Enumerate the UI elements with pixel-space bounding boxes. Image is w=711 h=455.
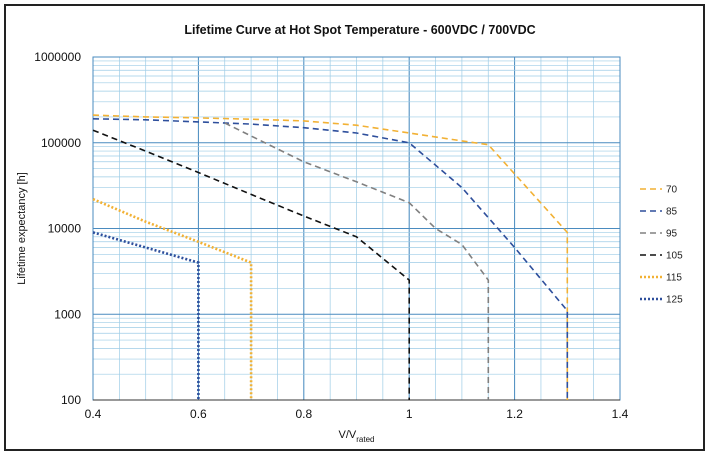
y-tick-labels: 100 1000 10000 100000 1000000: [34, 50, 81, 407]
legend-label-115: 115: [666, 273, 682, 284]
x-axis-label-sub: rated: [356, 435, 374, 444]
y-axis-label: Lifetime expectancy [h]: [16, 172, 28, 285]
chart-frame: [4, 4, 705, 451]
series-line-85: [92, 118, 569, 400]
grid: [92, 56, 621, 401]
legend-label-125: 125: [666, 295, 683, 306]
legend-label-85: 85: [666, 207, 678, 218]
chart-title: Lifetime Curve at Hot Spot Temperature -…: [184, 23, 535, 37]
x-tick-label: 1.4: [612, 407, 629, 421]
x-tick-label: 0.8: [295, 407, 312, 421]
series-lines: [92, 114, 569, 400]
y-tick-label: 1000: [54, 307, 81, 321]
x-tick-label: 0.6: [190, 407, 207, 421]
series-line-115: [92, 197, 253, 400]
legend-label-70: 70: [666, 185, 678, 196]
series-line-95: [224, 122, 490, 400]
y-tick-label: 10000: [48, 222, 82, 236]
x-tick-label: 0.4: [85, 407, 102, 421]
series-line-105: [92, 129, 411, 400]
series-line-70: [92, 114, 569, 400]
x-tick-label: 1.2: [506, 407, 523, 421]
y-tick-label: 100000: [41, 136, 81, 150]
legend-label-105: 105: [666, 251, 683, 262]
x-axis-label: V/Vrated: [339, 429, 375, 444]
x-tick-labels: 0.4 0.6 0.8 1 1.2 1.4: [85, 407, 629, 421]
legend: 70 85 95 105 115 125: [640, 185, 683, 306]
y-tick-label: 100: [61, 393, 81, 407]
x-tick-label: 1: [406, 407, 413, 421]
legend-label-95: 95: [666, 229, 678, 240]
x-axis-label-main: V/V: [339, 429, 357, 441]
axes: [92, 56, 621, 401]
y-tick-label: 1000000: [34, 50, 81, 64]
